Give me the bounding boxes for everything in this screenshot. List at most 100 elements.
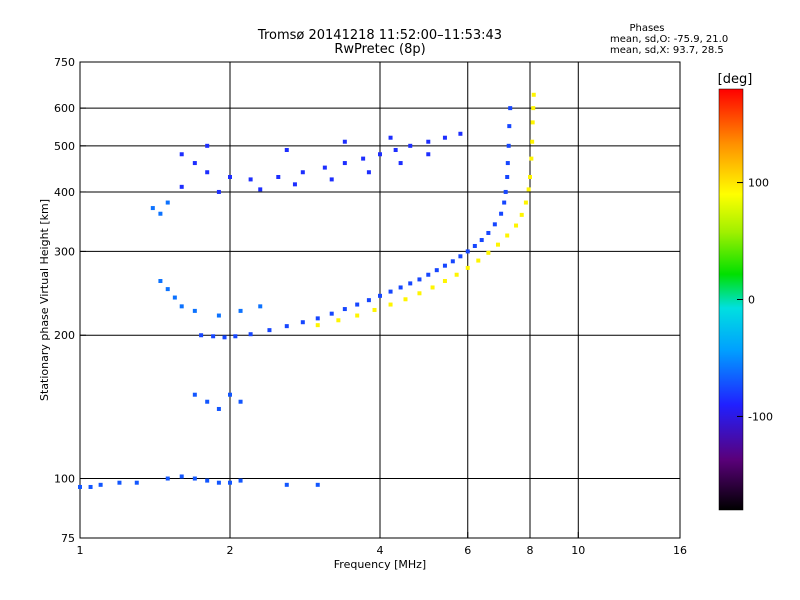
data-point [465, 249, 470, 254]
y-tick-label: 400 [54, 186, 75, 199]
data-point [248, 177, 253, 182]
data-point [300, 170, 305, 175]
x-tick-label: 2 [227, 544, 234, 557]
data-point [205, 399, 210, 404]
y-tick-label: 75 [61, 532, 75, 545]
data-point [458, 131, 463, 136]
data-point [216, 189, 221, 194]
x-axis-ticks: 1 2 4 6 8 10 16 [77, 532, 687, 557]
data-point [284, 482, 289, 487]
data-point [205, 170, 210, 175]
stats-line-x: mean, sd,X: 93.7, 28.5 [610, 45, 724, 56]
data-point [458, 254, 463, 259]
data-point [526, 187, 531, 192]
data-point [426, 272, 431, 277]
data-point [165, 200, 170, 205]
data-point [514, 223, 519, 228]
data-point [284, 147, 289, 152]
stats-heading: Phases [629, 23, 664, 34]
data-point [238, 478, 243, 483]
data-point [258, 187, 263, 192]
colorbar-label: [deg] [718, 72, 753, 87]
data-point [329, 311, 334, 316]
data-point [172, 295, 177, 300]
data-point [366, 170, 371, 175]
data-point [267, 328, 272, 333]
data-point [393, 147, 398, 152]
data-point [342, 139, 347, 144]
data-point [342, 161, 347, 166]
data-point [192, 476, 197, 481]
data-point [258, 304, 263, 309]
data-point [284, 324, 289, 329]
x-tick-label: 4 [377, 544, 384, 557]
data-point [205, 478, 210, 483]
data-point [531, 92, 536, 97]
data-point [228, 392, 232, 397]
data-point [505, 174, 510, 179]
data-point [192, 308, 197, 313]
data-point [361, 156, 366, 161]
data-point [216, 480, 221, 485]
data-point [88, 484, 93, 489]
data-point [134, 480, 139, 485]
data-point [426, 152, 431, 157]
data-point [442, 263, 447, 268]
colorbar-tick-label: 100 [748, 177, 769, 190]
data-point [454, 272, 459, 277]
data-point [388, 135, 393, 140]
data-point [300, 320, 305, 325]
data-point [486, 230, 491, 235]
grid-lines [80, 62, 680, 538]
data-point [117, 480, 122, 485]
data-point [531, 106, 536, 111]
y-axis-label: Stationary phase Virtual Height [km] [38, 199, 51, 401]
data-point [417, 277, 422, 282]
data-point [165, 476, 170, 481]
data-point [519, 212, 524, 217]
data-point [426, 139, 431, 144]
data-point [165, 287, 170, 292]
data-point [292, 182, 297, 187]
data-point [248, 332, 253, 337]
data-point [276, 174, 281, 179]
data-point [216, 313, 221, 318]
x-tick-label: 6 [464, 544, 471, 557]
data-point [408, 143, 413, 148]
x-axis-label: Frequency [MHz] [334, 558, 426, 571]
data-point [505, 161, 510, 166]
data-point [530, 120, 535, 125]
y-tick-label: 600 [54, 102, 75, 115]
data-point [342, 307, 347, 312]
data-point [506, 143, 511, 148]
data-point [222, 335, 227, 340]
data-point [499, 211, 504, 216]
data-points [78, 92, 536, 489]
data-point [508, 106, 513, 111]
data-point [492, 222, 497, 227]
data-point [158, 211, 163, 216]
data-point [486, 250, 491, 255]
data-point [442, 279, 447, 284]
data-point [372, 307, 377, 312]
data-point [434, 268, 439, 273]
data-point [403, 297, 408, 302]
data-point [98, 482, 103, 487]
data-point [430, 285, 435, 290]
y-tick-label: 100 [54, 473, 75, 486]
y-tick-label: 300 [54, 245, 75, 258]
y-tick-label: 200 [54, 329, 75, 342]
data-point [336, 318, 341, 323]
data-point [205, 143, 210, 148]
data-point [238, 399, 243, 404]
data-point [388, 289, 393, 294]
data-point [507, 124, 512, 129]
data-point [502, 200, 507, 205]
x-tick-label: 8 [527, 544, 534, 557]
colorbar-tick-label: 0 [748, 294, 755, 307]
data-point [450, 259, 455, 264]
data-point [366, 298, 371, 303]
data-point [228, 480, 232, 485]
data-point [398, 161, 403, 166]
data-point [179, 304, 184, 309]
